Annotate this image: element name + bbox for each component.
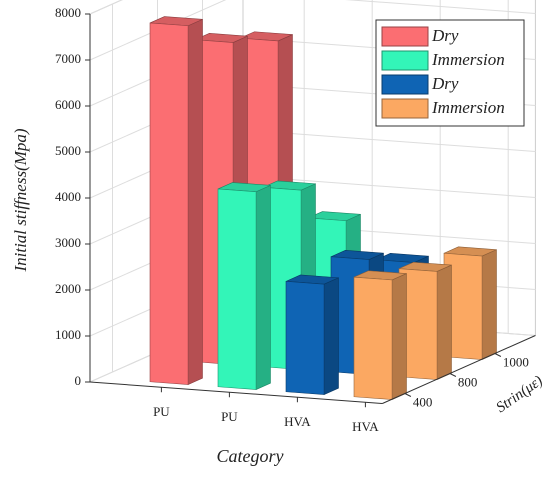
y-tick-label: 0	[75, 373, 82, 388]
legend-swatch	[381, 98, 429, 119]
legend-label: Dry	[431, 26, 459, 45]
legend: Dry Immersion Dry Immersion	[375, 19, 525, 127]
bar-side	[187, 18, 203, 386]
z-tick	[404, 393, 412, 397]
legend-label: Dry	[431, 74, 459, 93]
z-tick	[449, 373, 457, 377]
bar-side	[436, 264, 452, 381]
y-tick-label: 1000	[55, 327, 81, 342]
axes: 0 1000 2000 3000 4000 5000 6000 7000 8000 PU PU HVA…	[55, 5, 536, 434]
bar-side	[481, 249, 497, 361]
x-tick-label: HVA	[284, 414, 311, 429]
bars	[149, 16, 497, 401]
legend-swatch	[381, 74, 429, 95]
y-tick-label: 8000	[55, 5, 81, 20]
z-tick	[494, 353, 502, 357]
legend-swatch	[381, 26, 429, 47]
legend-label: Immersion	[431, 98, 505, 117]
y-tick-label: 5000	[55, 143, 81, 158]
x-axis-label: Category	[217, 446, 284, 466]
y-tick-label: 7000	[55, 51, 81, 66]
z-axis	[382, 335, 536, 404]
bar	[217, 182, 271, 391]
y-axis-label: Initial stiffness(Mpa)	[11, 128, 30, 272]
bar-front	[217, 188, 257, 390]
z-axis-label: Strin(με)	[494, 373, 546, 416]
bar-front	[353, 276, 393, 400]
z-tick-label: 800	[458, 374, 478, 389]
y-tick-label: 3000	[55, 235, 81, 250]
bar	[285, 274, 339, 396]
bar-side	[391, 273, 407, 401]
z-tick-label: 400	[413, 394, 433, 409]
x-tick-label: HVA	[352, 419, 379, 434]
bar-side	[323, 277, 339, 396]
bar-side	[255, 184, 271, 391]
bar-front	[285, 281, 325, 395]
y-tick-label: 6000	[55, 97, 81, 112]
legend-label: Immersion	[431, 50, 505, 69]
z-tick-label: 1000	[503, 354, 529, 369]
grid-line	[89, 0, 536, 61]
y-tick-label: 4000	[55, 189, 81, 204]
bar	[398, 261, 452, 381]
y-tick-label: 2000	[55, 281, 81, 296]
bar-front	[149, 22, 189, 385]
bar	[353, 270, 407, 401]
x-axis	[89, 381, 383, 404]
bar	[149, 16, 203, 386]
legend-swatch	[381, 50, 429, 71]
x-tick-label: PU	[221, 409, 238, 424]
x-tick-label: PU	[153, 404, 170, 419]
bar	[443, 246, 497, 361]
